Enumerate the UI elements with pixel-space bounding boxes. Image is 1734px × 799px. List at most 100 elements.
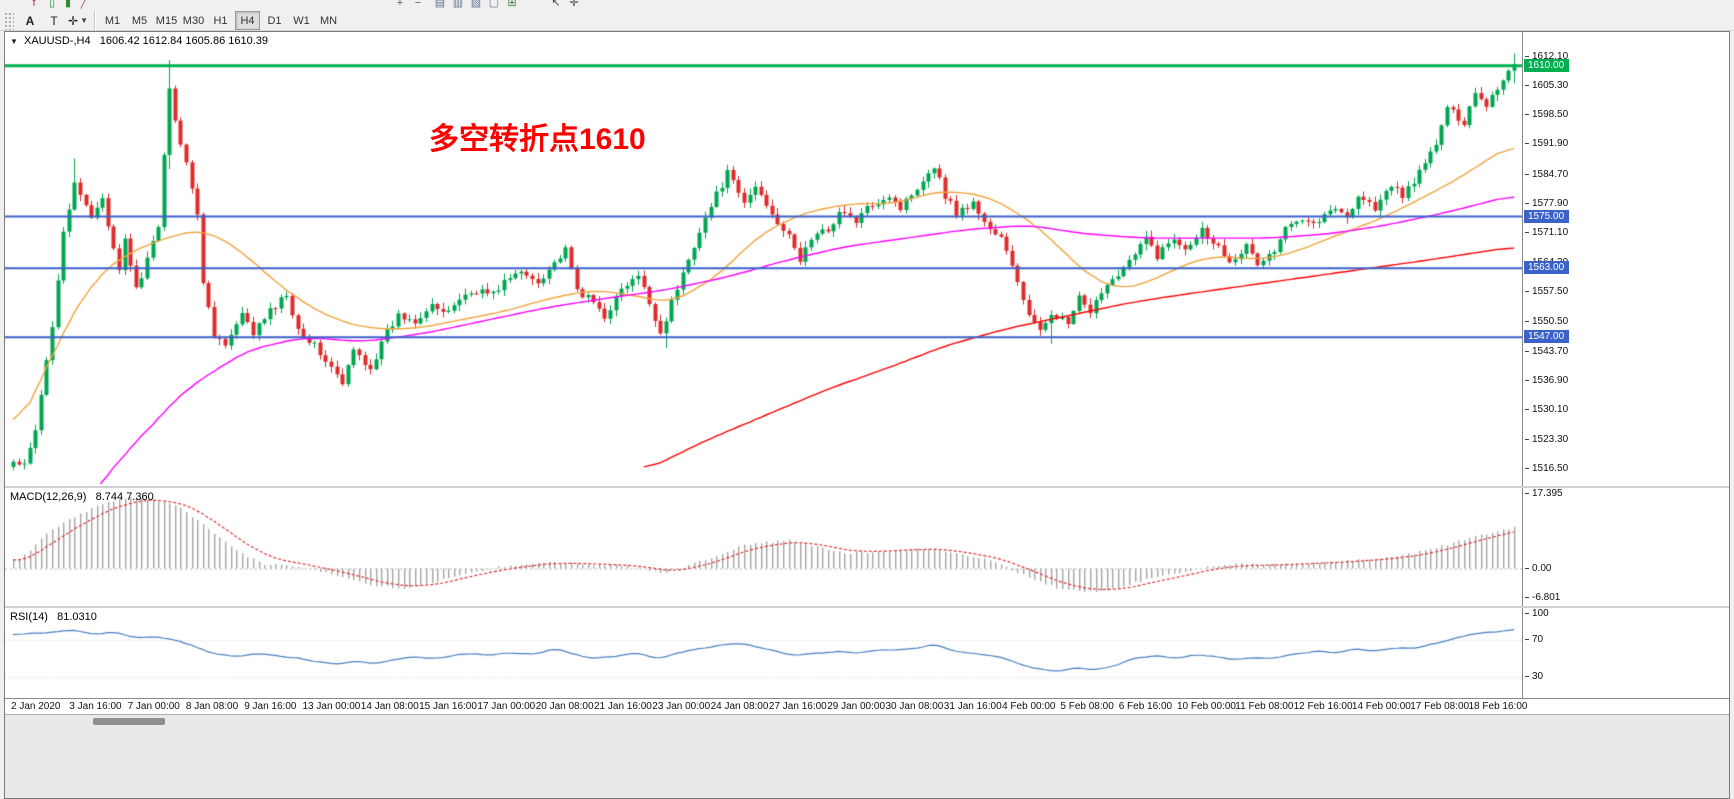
rsi-canvas[interactable] <box>5 608 1522 696</box>
time-axis-label: 7 Jan 00:00 <box>127 701 180 712</box>
time-axis-label: 21 Jan 16:00 <box>594 701 652 712</box>
chart-ohlc-values: 1606.42 1612.84 1605.86 1610.39 <box>99 35 269 47</box>
toolbar-partial-row: f ▯ ▮ ╱ + − ▤ ▥ ▧ ▢ ⊞ ↖ ✛ <box>0 0 1734 10</box>
axis-tick-label: 1536.90 <box>1525 375 1568 387</box>
time-axis-label: 14 Jan 08:00 <box>360 701 419 712</box>
time-axis-label: 27 Jan 16:00 <box>768 701 827 712</box>
timeframe-button-d1[interactable]: D1 <box>267 14 282 27</box>
horizontal-scrollbar-thumb[interactable] <box>93 718 165 725</box>
time-axis-label: 13 Jan 00:00 <box>302 701 361 712</box>
time-axis-label: 17 Feb 08:00 <box>1410 701 1470 712</box>
axis-tick-label: 70 <box>1525 634 1543 646</box>
timeframe-button-m30[interactable]: M30 <box>182 14 205 27</box>
chart-annotation-text: 多空转折点1610 <box>429 123 646 156</box>
text-tool-button[interactable]: A <box>25 13 35 28</box>
price-axis[interactable]: 1612.10 1605.30 1598.50 1591.90 1584.70 1577.… <box>1522 32 1729 486</box>
timeframe-button-h4[interactable]: H4 <box>235 11 260 30</box>
axis-tick-label: 1591.90 <box>1525 138 1568 150</box>
axis-tick-label: 1584.70 <box>1525 169 1568 181</box>
timeframe-button-mn[interactable]: MN <box>319 14 338 27</box>
time-axis-label: 15 Jan 16:00 <box>419 701 477 712</box>
tile-vertical-icon[interactable]: ▥ <box>452 0 464 9</box>
cascade-icon[interactable]: ▧ <box>470 0 482 9</box>
time-axis-label: 4 Feb 00:00 <box>1002 701 1056 712</box>
timeframe-button-h1[interactable]: H1 <box>213 14 228 27</box>
pane-splitter[interactable] <box>5 606 1729 608</box>
time-axis-label: 20 Jan 08:00 <box>535 701 594 712</box>
time-axis-label: 29 Jan 00:00 <box>827 701 886 712</box>
axis-tick-label: 1550.50 <box>1525 316 1568 328</box>
rsi-pane: RSI(14) 81.0310 100 70 30 <box>5 608 1729 698</box>
status-strip <box>5 714 1729 798</box>
axis-tick-label: 1598.50 <box>1525 109 1568 121</box>
axis-tick-label: 17.395 <box>1525 488 1563 500</box>
axis-tick-label: 1571.10 <box>1525 227 1568 239</box>
macd-pane: MACD(12,26,9) 8.744 7.360 17.395 0.00 -6.8… <box>5 488 1729 606</box>
price-level-tag: 1610.00 <box>1524 58 1570 72</box>
axis-tick-label: 1530.10 <box>1525 404 1568 416</box>
chart-line-icon[interactable]: ╱ <box>80 0 88 9</box>
price-level-tag: 1575.00 <box>1524 209 1570 223</box>
axis-tick-label: 30 <box>1525 671 1543 683</box>
cursor-icon[interactable]: ↖ <box>551 0 561 9</box>
chevron-down-icon: ▼ <box>80 16 88 25</box>
rsi-value: 81.0310 <box>57 611 97 623</box>
chart-window: ▼ XAUUSD-,H4 1606.42 1612.84 1605.86 161… <box>4 31 1730 799</box>
time-axis-label: 24 Jan 08:00 <box>710 701 769 712</box>
toolbar-main-row: A T ✛ ▼ M1 M5 M15 M30 H1 H4 D1 W1 MN <box>0 10 342 31</box>
axis-tick-label: 1612.10 <box>1525 51 1568 63</box>
time-axis-label: 30 Jan 08:00 <box>885 701 944 712</box>
timeframe-button-m1[interactable]: M1 <box>104 14 121 27</box>
macd-canvas[interactable] <box>5 488 1522 604</box>
toolbar-grip-icon[interactable] <box>4 11 14 30</box>
rsi-axis[interactable]: 100 70 30 <box>1522 608 1729 698</box>
time-axis-label: 14 Feb 00:00 <box>1351 701 1411 712</box>
axis-tick-label: 1605.30 <box>1525 80 1568 92</box>
time-axis-label: 3 Jan 16:00 <box>69 701 122 712</box>
pane-splitter[interactable] <box>5 486 1729 488</box>
time-axis-label: 31 Jan 16:00 <box>943 701 1002 712</box>
timeframe-toolbar: M1 M5 M15 M30 H1 H4 D1 W1 MN <box>99 11 342 30</box>
price-level-tag: 1547.00 <box>1524 330 1570 344</box>
quick-trade-toggle-icon[interactable]: ▼ <box>10 37 18 46</box>
axis-tick-label: 0.00 <box>1525 563 1551 575</box>
time-axis-label: 2 Jan 2020 <box>11 701 61 712</box>
text-label-tool-button[interactable]: T <box>50 13 58 28</box>
timeframe-button-m15[interactable]: M15 <box>155 14 178 27</box>
maximize-icon[interactable]: ▢ <box>488 0 500 9</box>
toolbar: f ▯ ▮ ╱ + − ▤ ▥ ▧ ▢ ⊞ ↖ ✛ A T ✛ ▼ M1 M5 M15 M30 H1 H4 D1 W1… <box>0 0 1734 31</box>
indicators-icon[interactable]: f <box>32 0 36 9</box>
axis-tick-label: 1543.70 <box>1525 346 1568 358</box>
zoom-in-icon[interactable]: + <box>396 0 404 9</box>
tile-horizontal-icon[interactable]: ▤ <box>434 0 446 9</box>
chart-symbol-label: XAUUSD-,H4 <box>23 35 91 47</box>
time-axis-label: 18 Feb 16:00 <box>1468 701 1528 712</box>
chart-candles-icon[interactable]: ▯ <box>48 0 56 9</box>
timeframe-button-w1[interactable]: W1 <box>293 14 310 27</box>
timeframe-button-m5[interactable]: M5 <box>131 14 148 27</box>
time-axis[interactable]: 2 Jan 2020 3 Jan 16:00 7 Jan 00:00 8 Jan 08… <box>5 698 1729 714</box>
time-axis-label: 8 Jan 08:00 <box>185 701 239 712</box>
time-axis-label: 23 Jan 00:00 <box>652 701 711 712</box>
price-chart-canvas[interactable] <box>5 32 1522 484</box>
time-axis-label: 11 Feb 08:00 <box>1235 701 1294 712</box>
axis-tick-label: 1516.50 <box>1525 463 1568 475</box>
zoom-out-icon[interactable]: − <box>414 0 422 9</box>
time-axis-label: 9 Jan 16:00 <box>244 701 297 712</box>
new-chart-icon[interactable]: ⊞ <box>507 0 517 9</box>
axis-tick-label: -6.801 <box>1525 592 1560 604</box>
crosshair-icon[interactable]: ✛ <box>569 0 579 9</box>
axis-tick-label: 100 <box>1525 608 1549 620</box>
chart-title: ▼ XAUUSD-,H4 1606.42 1612.84 1605.86 161… <box>10 35 268 47</box>
rsi-label: RSI(14) 81.0310 <box>10 611 97 623</box>
drawing-tool-button[interactable]: ✛ ▼ <box>67 11 89 30</box>
macd-axis[interactable]: 17.395 0.00 -6.801 <box>1522 488 1729 606</box>
time-axis-label: 17 Jan 00:00 <box>477 701 536 712</box>
time-axis-label: 10 Feb 00:00 <box>1177 701 1236 712</box>
crosshair-tool-icon: ✛ <box>68 13 79 28</box>
price-chart-pane: ▼ XAUUSD-,H4 1606.42 1612.84 1605.86 161… <box>5 32 1729 486</box>
chart-bars-icon[interactable]: ▮ <box>64 0 72 9</box>
time-axis-label: 6 Feb 16:00 <box>1118 701 1173 712</box>
axis-tick-label: 1577.90 <box>1525 198 1568 210</box>
